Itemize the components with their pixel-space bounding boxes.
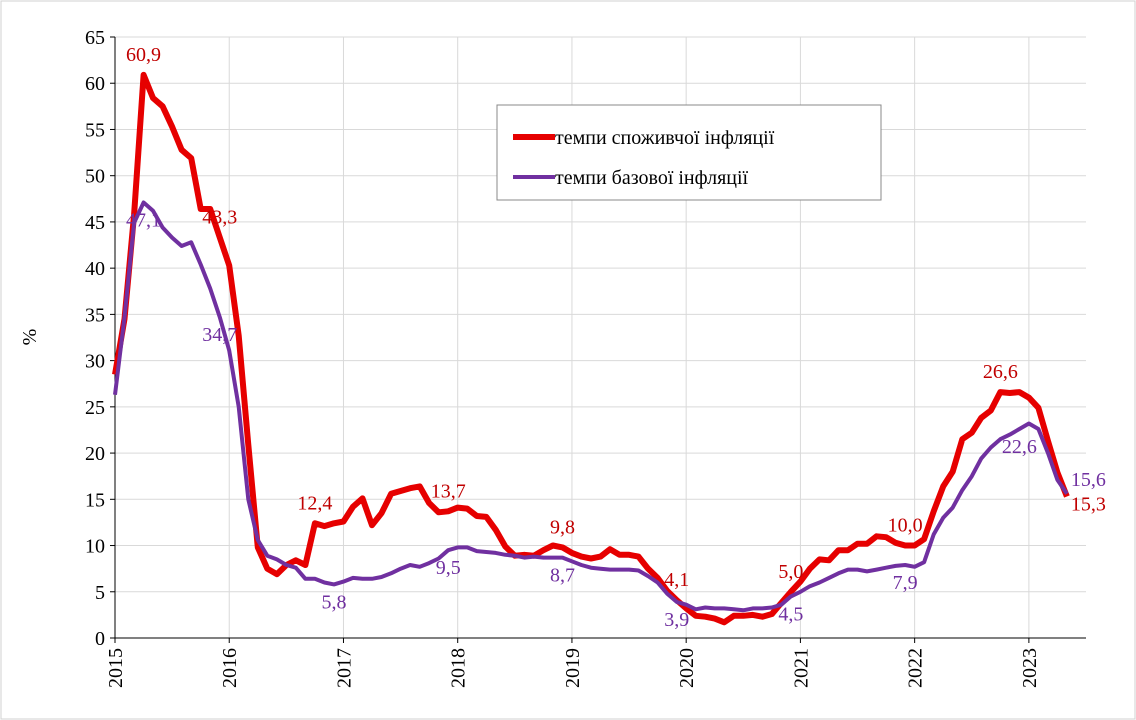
x-tick-label: 2018 bbox=[448, 648, 470, 688]
data-label: 9,5 bbox=[436, 557, 461, 579]
y-tick-label: 35 bbox=[85, 304, 105, 326]
data-label: 15,3 bbox=[1071, 494, 1106, 516]
data-label: 60,9 bbox=[126, 44, 161, 66]
x-tick-label: 2015 bbox=[105, 648, 127, 688]
data-label: 5,8 bbox=[321, 591, 346, 613]
y-tick-label: 65 bbox=[85, 27, 105, 49]
data-label: 26,6 bbox=[983, 361, 1018, 383]
data-label: 10,0 bbox=[888, 515, 923, 537]
x-tick-label: 2022 bbox=[905, 648, 927, 688]
y-tick-label: 15 bbox=[85, 489, 105, 511]
y-tick-label: 25 bbox=[85, 397, 105, 419]
data-label: 8,7 bbox=[550, 565, 575, 587]
data-label: 15,6 bbox=[1071, 469, 1106, 491]
y-tick-label: 5 bbox=[95, 582, 105, 604]
x-tick-label: 2020 bbox=[676, 648, 698, 688]
y-tick-label: 45 bbox=[85, 212, 105, 234]
data-label: 4,1 bbox=[664, 569, 689, 591]
x-tick-label: 2017 bbox=[333, 648, 355, 688]
legend-label: темпи базової інфляції bbox=[555, 167, 749, 189]
data-label: 5,0 bbox=[778, 561, 803, 583]
data-label: 4,5 bbox=[778, 603, 803, 625]
y-tick-label: 55 bbox=[85, 119, 105, 141]
x-tick-label: 2016 bbox=[219, 648, 241, 688]
series-line bbox=[113, 200, 1069, 613]
legend-box bbox=[496, 104, 882, 201]
y-tick-label: 60 bbox=[85, 73, 105, 95]
x-tick-label: 2019 bbox=[562, 648, 584, 688]
data-label: 34,7 bbox=[202, 324, 237, 346]
series-line bbox=[112, 71, 1070, 626]
data-label: 7,9 bbox=[893, 572, 918, 594]
data-label: 13,7 bbox=[431, 480, 466, 502]
data-label: 22,6 bbox=[1002, 436, 1037, 458]
y-tick-label: 10 bbox=[85, 536, 105, 558]
legend-label: темпи споживчої інфляції bbox=[555, 127, 775, 149]
x-tick-label: 2023 bbox=[1019, 648, 1041, 688]
y-axis-label: % bbox=[19, 329, 41, 346]
data-label: 43,3 bbox=[202, 207, 237, 229]
x-tick-label: 2021 bbox=[790, 648, 812, 688]
data-label: 9,8 bbox=[550, 516, 575, 538]
y-tick-label: 40 bbox=[85, 258, 105, 280]
y-tick-label: 20 bbox=[85, 443, 105, 465]
y-tick-label: 50 bbox=[85, 166, 105, 188]
y-tick-label: 0 bbox=[95, 628, 105, 650]
y-tick-label: 30 bbox=[85, 351, 105, 373]
data-label: 12,4 bbox=[297, 492, 332, 514]
data-label: 3,9 bbox=[664, 609, 689, 631]
data-label: 47,1 bbox=[126, 210, 161, 232]
